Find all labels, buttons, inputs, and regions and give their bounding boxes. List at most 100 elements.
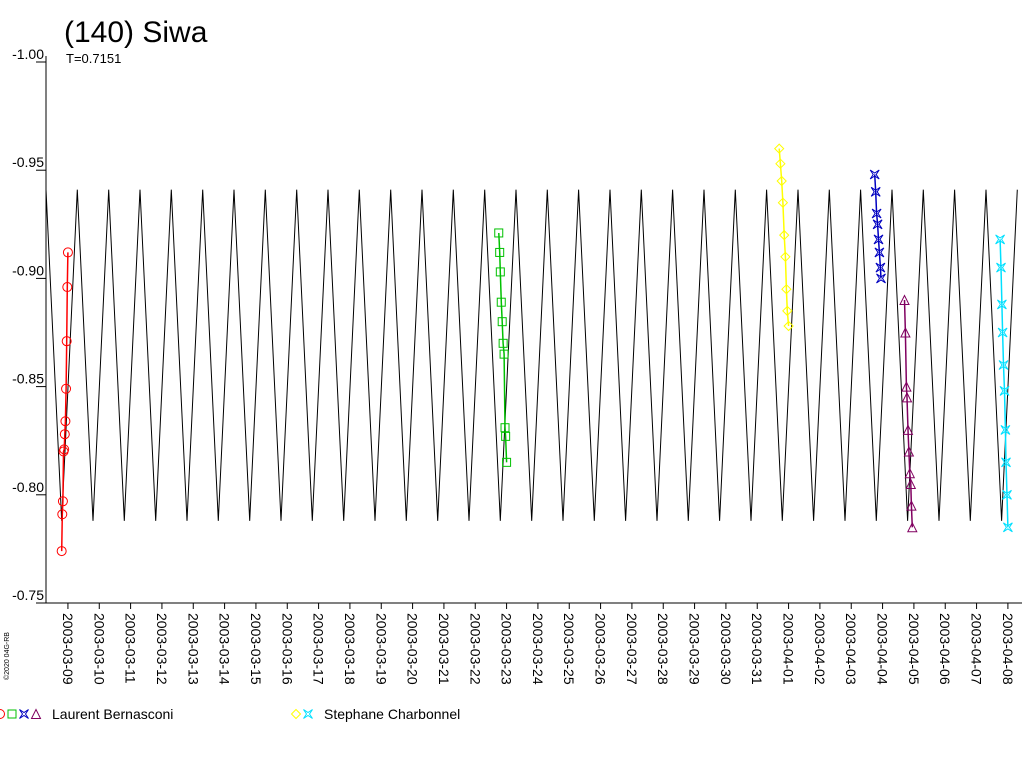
y-tick-label: -0.90: [12, 262, 44, 278]
x-tick-label: 2003-03-20: [405, 613, 421, 685]
legend-marker: [7, 709, 17, 719]
x-tick-label: 2003-04-06: [937, 613, 953, 685]
x-tick-label: 2003-03-29: [687, 613, 703, 685]
marker: [56, 546, 67, 557]
y-tick-label: -1.00: [12, 46, 44, 62]
marker: [902, 424, 914, 435]
x-tick-label: 2003-03-27: [624, 613, 640, 685]
marker: [59, 429, 70, 440]
legend-label: Laurent Bernasconi: [52, 706, 173, 722]
marker: [904, 467, 916, 479]
legend-label: Stephane Charbonnel: [324, 706, 460, 722]
marker: [775, 158, 786, 169]
marker: [496, 297, 506, 307]
marker: [899, 294, 910, 305]
chart-subtitle: T=0.7151: [66, 51, 121, 66]
marker: [900, 326, 911, 338]
series-line: [873, 174, 882, 279]
model-curve: [45, 189, 1018, 521]
x-tick-label: 2003-03-25: [561, 613, 577, 685]
marker: [59, 444, 70, 455]
marker: [1002, 489, 1012, 500]
marker: [906, 499, 917, 511]
marker: [874, 247, 885, 258]
marker: [61, 336, 72, 347]
marker: [778, 229, 790, 241]
x-tick-label: 2003-04-08: [1000, 613, 1016, 685]
marker: [57, 509, 68, 520]
x-tick-label: 2003-03-12: [154, 613, 170, 685]
x-tick-label: 2003-03-18: [342, 613, 358, 685]
x-tick-label: 2003-03-19: [373, 613, 389, 685]
marker: [500, 423, 510, 433]
credit: ©2020 04G-RB: [3, 632, 11, 680]
marker: [905, 478, 917, 489]
marker: [870, 186, 881, 197]
marker: [1002, 522, 1013, 533]
marker: [996, 262, 1006, 273]
legend-marker: [290, 708, 302, 720]
y-tick-label: -0.75: [12, 587, 44, 603]
legend-marker: [19, 709, 29, 719]
marker: [869, 169, 880, 180]
legend-marker: [30, 708, 42, 719]
x-tick-label: 2003-04-03: [843, 613, 859, 685]
marker: [780, 251, 791, 263]
marker: [901, 380, 912, 392]
marker: [1000, 424, 1011, 435]
x-tick-label: 2003-03-30: [718, 613, 734, 685]
series-line: [903, 299, 914, 528]
marker: [60, 416, 71, 427]
marker: [1001, 457, 1011, 468]
marker: [502, 457, 512, 467]
marker: [495, 267, 505, 277]
marker: [499, 349, 509, 359]
x-tick-label: 2003-03-15: [248, 613, 264, 685]
series-line: [999, 239, 1009, 528]
x-tick-label: 2003-03-28: [655, 613, 671, 685]
x-tick-label: 2003-03-31: [749, 613, 765, 685]
x-tick-label: 2003-03-17: [311, 613, 327, 685]
marker: [999, 385, 1010, 396]
x-tick-label: 2003-04-01: [781, 613, 797, 685]
x-tick-label: 2003-04-02: [812, 613, 828, 685]
chart-title: (140) Siwa: [64, 16, 208, 49]
x-tick-label: 2003-03-09: [60, 613, 76, 685]
x-tick-label: 2003-03-24: [530, 613, 546, 685]
marker: [906, 521, 918, 533]
marker: [62, 247, 73, 258]
x-tick-label: 2003-03-13: [185, 613, 201, 685]
x-tick-label: 2003-03-21: [436, 613, 452, 685]
marker: [62, 282, 73, 293]
y-tick-label: -0.80: [12, 479, 44, 495]
x-tick-label: 2003-03-16: [279, 613, 295, 685]
marker: [783, 320, 794, 332]
marker: [997, 327, 1008, 338]
marker: [495, 247, 505, 257]
marker: [875, 262, 886, 273]
marker: [61, 383, 72, 394]
marker: [781, 283, 792, 295]
marker: [501, 431, 511, 441]
marker: [57, 496, 68, 507]
y-tick-label: -0.95: [12, 154, 44, 170]
marker: [872, 219, 883, 230]
marker: [871, 208, 882, 219]
marker: [876, 273, 886, 284]
marker: [494, 228, 504, 238]
legend-marker: [303, 709, 313, 719]
marker: [498, 338, 508, 348]
legend-marker: [0, 709, 5, 719]
marker: [996, 299, 1007, 310]
marker: [903, 445, 915, 457]
x-tick-label: 2003-03-10: [91, 613, 107, 685]
x-tick-label: 2003-03-11: [123, 613, 139, 684]
marker: [773, 143, 785, 154]
series-line: [778, 148, 790, 327]
marker: [776, 175, 787, 187]
x-tick-label: 2003-03-22: [467, 613, 483, 685]
x-tick-label: 2003-04-04: [875, 613, 891, 685]
marker: [777, 197, 789, 208]
